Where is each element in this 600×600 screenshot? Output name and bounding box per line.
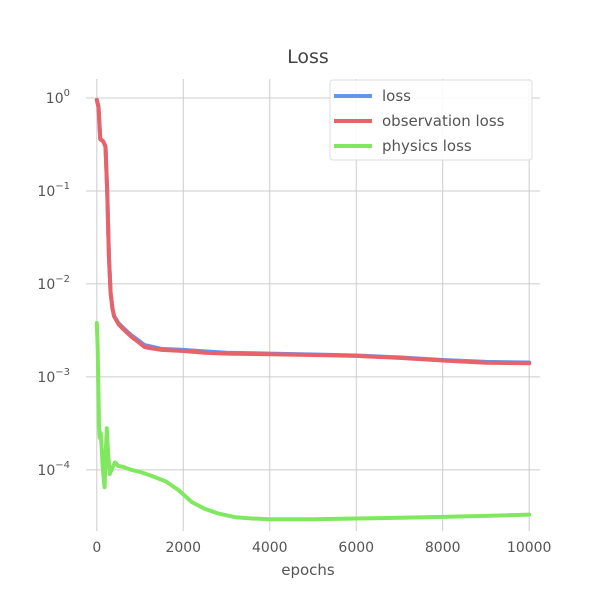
x-tick-label: 2000 [165,540,201,556]
observation-loss-line [94,98,532,366]
y-tick-label: 10−2 [37,274,70,293]
physics-loss-line [94,321,532,522]
x-tick-label: 0 [92,540,101,556]
series-lines [94,98,532,522]
y-tick-label: 10−1 [37,181,70,200]
legend-label: physics loss [382,137,472,155]
y-tick-label: 10−4 [37,460,70,479]
x-tick-label: 6000 [338,540,374,556]
legend-label: loss [382,87,411,105]
legend-frame [329,79,533,161]
x-tick-label: 4000 [252,540,288,556]
x-axis-label: epochs [281,561,335,579]
y-tick-label: 10−3 [37,367,70,386]
x-tick-label: 8000 [425,540,461,556]
x-tick-label: 10000 [507,540,552,556]
x-axis-ticks: 0 2000 4000 6000 8000 10000 [92,540,551,556]
chart-title: Loss [287,46,329,68]
legend: loss observation loss physics loss [329,79,533,161]
legend-label: observation loss [382,112,505,130]
y-axis-ticks: 100 10−1 10−2 10−3 10−4 [37,88,70,479]
y-tick-label: 100 [46,88,70,107]
